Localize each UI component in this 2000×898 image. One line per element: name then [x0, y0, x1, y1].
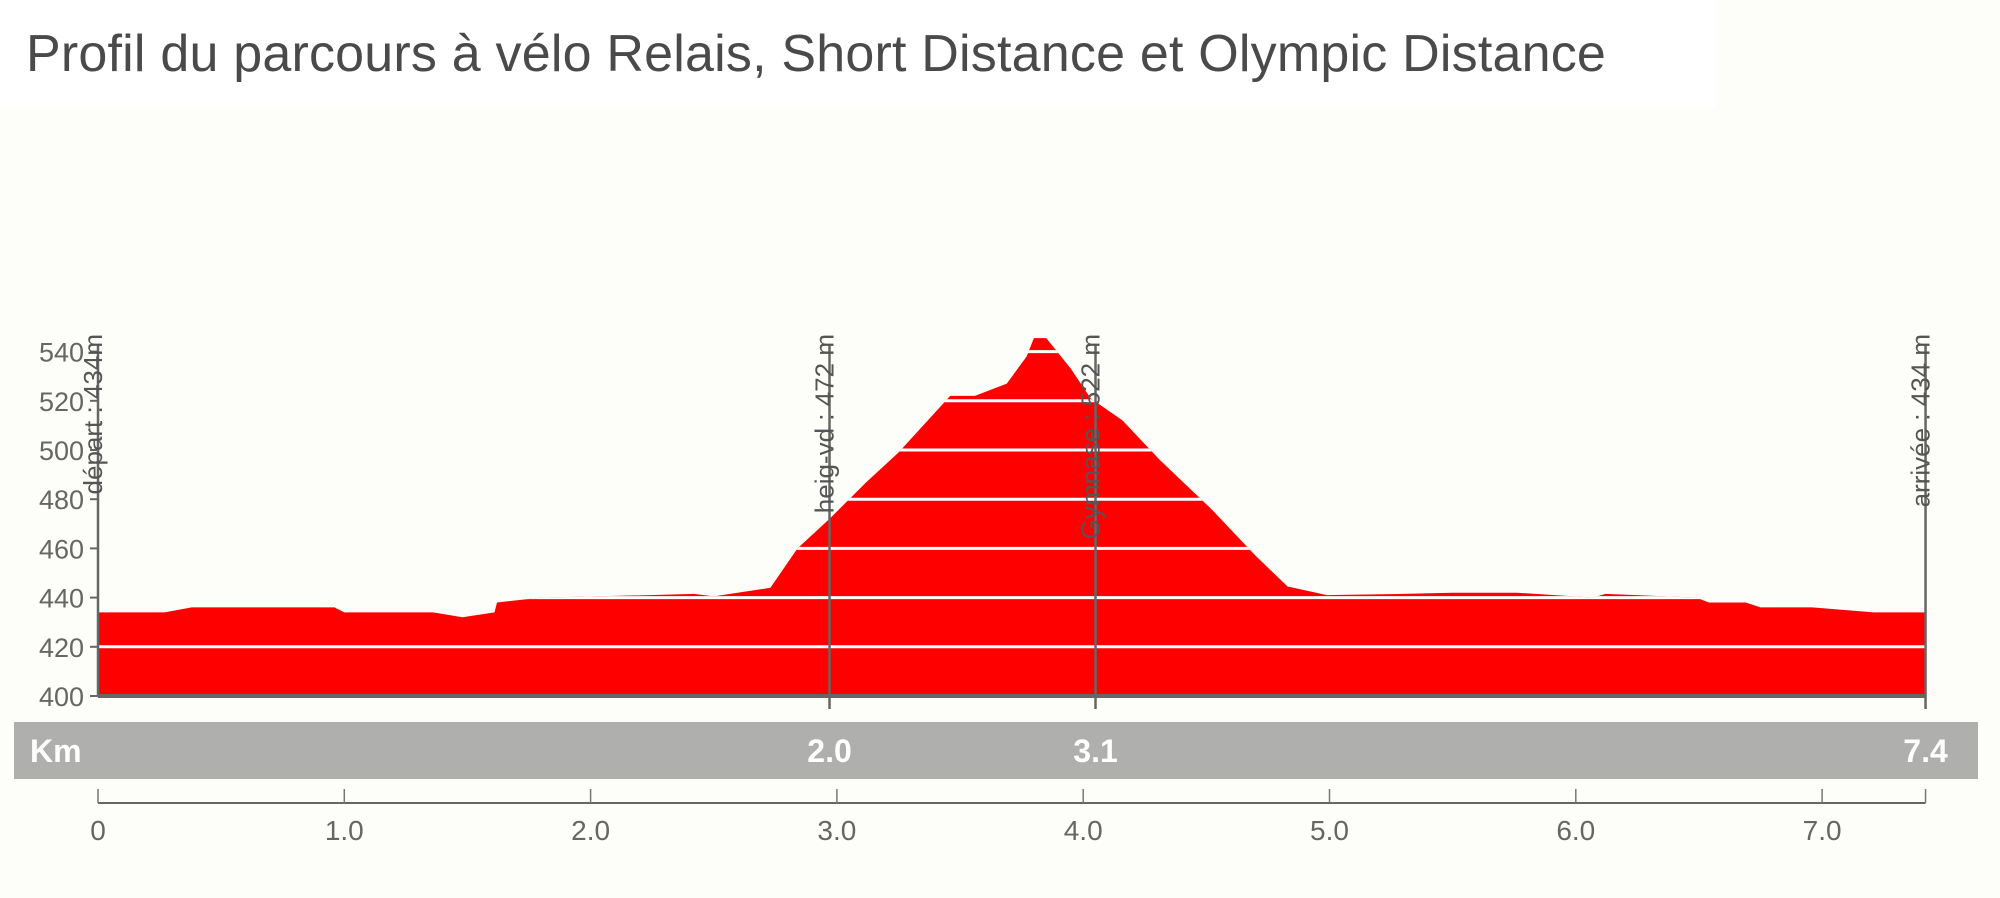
y-tick-label: 400 — [39, 682, 84, 712]
y-tick-label: 460 — [39, 534, 84, 564]
axis-layer: 400 420 440 460 480 500 520 540 0 1.0 2.0 3.0 4.0 5.0… — [39, 338, 1927, 846]
marker-label: heig-vd : 472 m — [810, 334, 840, 513]
title-box: Profil du parcours à vélo Relais, Short … — [0, 0, 1716, 108]
marker-label: arrivée : 434 m — [1906, 334, 1936, 507]
y-tick-label: 440 — [39, 584, 84, 614]
y-tick-label: 500 — [39, 436, 84, 466]
x-tick-label: 6.0 — [1556, 815, 1595, 846]
x-tick-label: 4.0 — [1064, 815, 1103, 846]
y-tick-label: 520 — [39, 387, 84, 417]
km-bar-distance: 7.4 — [1903, 733, 1948, 769]
marker-layer: départ : 434m Km heig-vd : 472 m 2.0 Gymnase… — [30, 334, 1948, 769]
y-tick-label: 420 — [39, 633, 84, 663]
x-tick-label: 7.0 — [1803, 815, 1842, 846]
chart-title: Profil du parcours à vélo Relais, Short … — [26, 25, 1607, 83]
x-tick-label: 0 — [90, 815, 106, 846]
y-tick-label: 540 — [39, 338, 84, 368]
km-bar-distance: 3.1 — [1073, 733, 1117, 769]
x-tick-label: 3.0 — [817, 815, 856, 846]
elevation-area — [98, 338, 1926, 696]
km-bar-distance: 2.0 — [807, 733, 851, 769]
km-bar — [14, 722, 1978, 779]
x-tick-label: 2.0 — [571, 815, 610, 846]
marker-label: départ : 434m — [78, 334, 108, 494]
area-layer — [98, 338, 1926, 696]
x-tick-label: 1.0 — [325, 815, 364, 846]
y-tick-label: 480 — [39, 485, 84, 515]
km-bar-label: Km — [30, 733, 82, 769]
marker-label: Gymnase : 522 m — [1076, 334, 1106, 539]
x-tick-label: 5.0 — [1310, 815, 1349, 846]
